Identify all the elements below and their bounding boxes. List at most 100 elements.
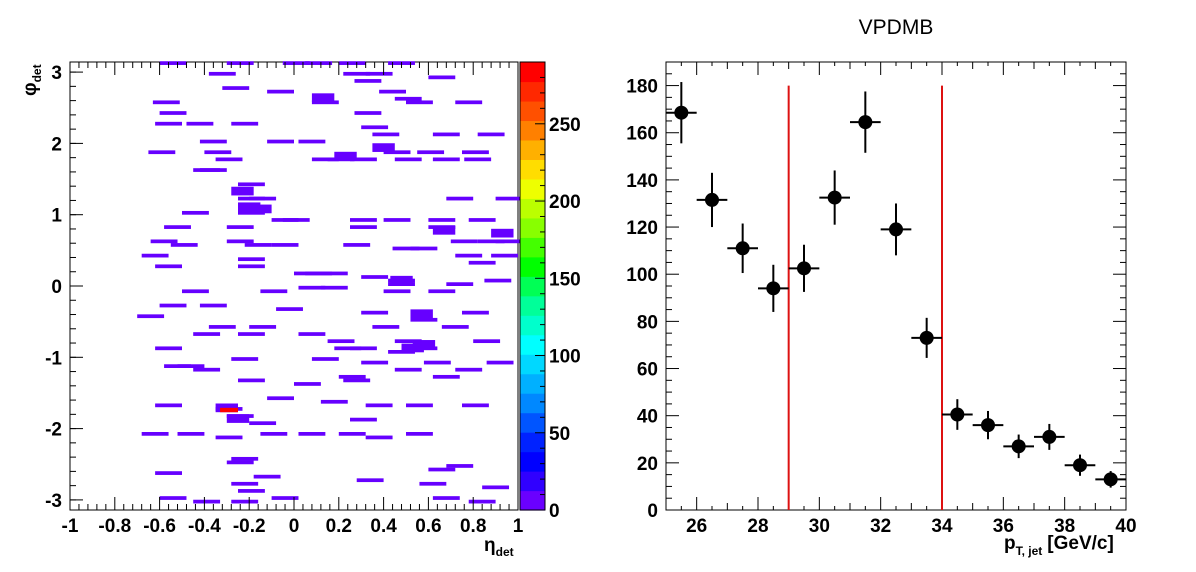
heatmap-cell [446,464,474,468]
heatmap-cell [159,61,187,65]
colorbar-band [520,178,545,199]
data-point [950,407,965,422]
heatmap-cell [141,431,169,436]
heatmap-cell [222,86,250,90]
heatmap-cell [343,243,371,247]
heatmap-cell [298,285,326,290]
phi-subscript: det [30,64,44,82]
phi-symbol: φ [20,82,41,96]
heatmap-cell [320,271,348,276]
heatmap-cell [394,96,422,101]
colorbar-band [520,295,545,316]
y-tick-label: 20 [637,454,658,475]
heatmap-cell [477,239,505,244]
heatmap-cell [231,499,259,504]
heatmap-cell [260,289,288,294]
data-point [858,115,873,130]
heatmap-cell [390,275,413,285]
colorbar-band [520,237,545,258]
colorbar-band [520,354,545,375]
heatmap-cell [343,71,371,76]
x-tick-label: 0.8 [460,516,486,537]
heatmap-cell [226,225,254,229]
x-tick-label: 38 [1054,516,1075,537]
heatmap-cell [193,332,221,336]
pt-unit: [GeV/c] [1047,533,1114,554]
heatmap-cell [468,260,496,265]
heatmap-cell [177,431,205,436]
heatmap-cell [193,499,221,504]
heatmap-cell [432,374,460,379]
heatmap-cell [238,378,265,383]
heatmap-cell [410,246,438,251]
x-tick-label: -0.4 [188,516,221,537]
heatmap-cell [311,357,339,361]
heatmap-cell [406,100,433,105]
heatmap-cell [441,325,469,329]
x-tick-label: -0.8 [98,516,131,537]
heatmap-cell [428,289,456,294]
colorbar-band [520,256,545,277]
heatmap-cell [155,121,182,126]
heatmap-cell [462,403,489,408]
heatmap-cell [253,474,281,479]
colorbar-band [520,412,545,433]
heatmap-cell [282,218,310,222]
x-tick-label: 0 [289,516,300,537]
heatmap-cell [406,403,433,408]
y-tick-label: 140 [626,171,658,192]
y-tick-label: -3 [45,491,62,512]
heatmap-cell [238,489,265,493]
heatmap-cell [455,367,483,372]
data-point [827,190,842,205]
heatmap-cell [226,460,254,465]
heatmap-x-axis-label: ηdet [484,535,514,559]
heatmap-cell [311,93,335,103]
heatmap-cell [401,343,424,353]
heatmap-cell [238,332,265,336]
heatmap-cell [271,496,299,500]
colorbar-band [520,100,545,122]
heatmap-cell [215,435,243,440]
heatmap-hot-cell [220,407,238,413]
heatmap-cell [361,275,389,279]
colorbar-band [520,159,545,180]
x-tick-label: 32 [870,516,891,537]
plot-frame [665,61,1127,511]
x-tick-label: -0.2 [233,516,266,537]
y-tick-label: 160 [626,124,658,145]
heatmap-cell [446,196,474,201]
colorbar-band [520,62,545,83]
data-point [1011,439,1026,454]
heatmap-cell [361,360,389,365]
x-tick-label: 34 [931,516,953,537]
heatmap-cell [486,360,514,365]
heatmap-cell [137,314,165,319]
heatmap-cell [238,182,265,187]
heatmap-cell [432,225,456,235]
x-tick-label: 36 [993,516,1014,537]
colorbar-tick-label: 200 [549,192,581,213]
data-point [919,330,934,345]
heatmap-cell [155,471,182,475]
heatmap-cell [410,317,438,322]
y-tick-label: 0 [647,501,658,522]
heatmap-cell [383,289,411,294]
heatmap-cell [298,139,326,144]
heatmap-cell [495,196,523,201]
y-tick-label: 180 [626,77,658,98]
colorbar-band [520,334,545,355]
eta-symbol: η [484,535,496,556]
heatmap-cell [305,271,333,276]
heatmap-cell [372,325,400,329]
heatmap-cell [361,310,389,315]
colorbar-band [520,471,545,492]
data-point [735,241,750,256]
heatmap-cell [170,243,198,247]
heatmap-cell [338,431,366,436]
x-tick-label: -1 [62,516,79,537]
colorbar-band [520,120,545,141]
heatmap-cell [350,218,377,222]
eta-subscript: det [496,545,514,559]
